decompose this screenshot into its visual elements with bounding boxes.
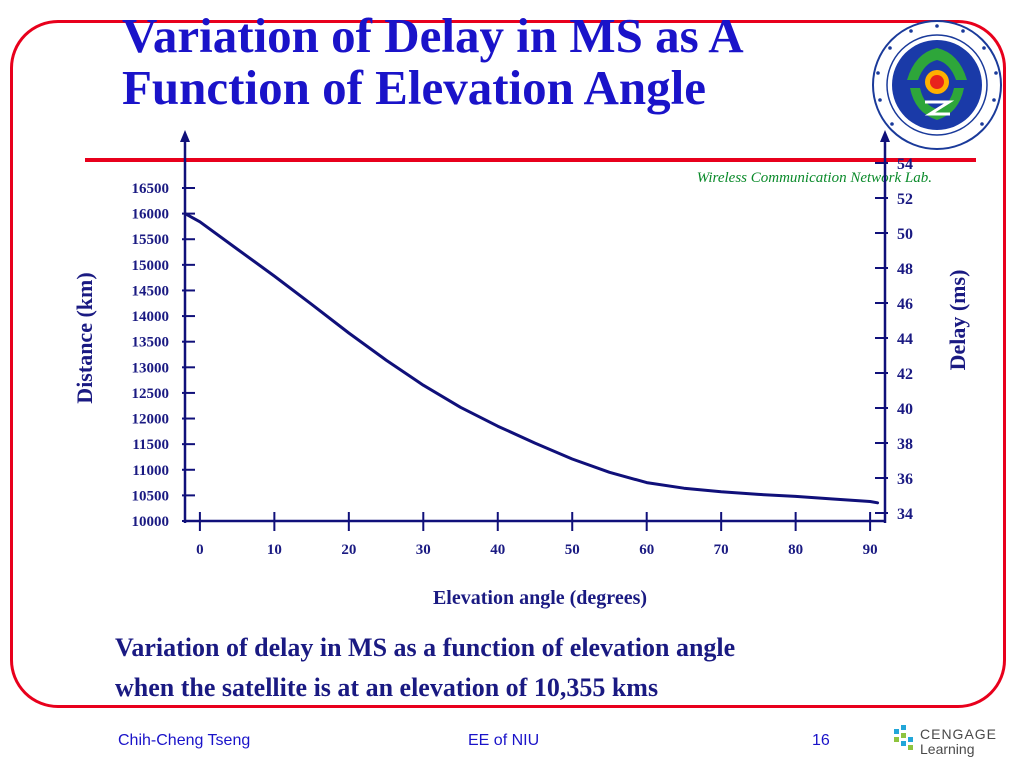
- y2-axis-title: Delay (ms): [945, 270, 970, 371]
- cengage-sub: Learning: [920, 741, 975, 757]
- caption-line-1: Variation of delay in MS as a function o…: [115, 633, 736, 662]
- cengage-logo: CENGAGE Learning: [894, 725, 997, 757]
- slide-frame: [10, 20, 1006, 708]
- y2-tick-label: 36: [897, 471, 913, 488]
- y-tick-label: 11000: [132, 463, 169, 479]
- left-axis-arrow: [180, 130, 190, 142]
- y2-tick-label: 46: [897, 296, 913, 313]
- university-seal-icon: [872, 20, 1002, 150]
- slide-caption: Variation of delay in MS as a function o…: [115, 628, 735, 708]
- cengage-name: CENGAGE: [920, 726, 997, 742]
- slide-title: Variation of Delay in MS as A Function o…: [122, 10, 744, 114]
- x-tick-label: 40: [490, 542, 505, 558]
- y-tick-label: 12500: [132, 386, 170, 402]
- footer-author: Chih-Cheng Tseng: [118, 732, 251, 749]
- x-axis-title: Elevation angle (degrees): [433, 587, 647, 609]
- title-line-2: Function of Elevation Angle: [122, 60, 706, 115]
- y-tick-label: 11500: [132, 437, 169, 453]
- caption-line-2: when the satellite is at an elevation of…: [115, 673, 659, 702]
- x-tick-label: 30: [416, 542, 431, 558]
- y-tick-label: 15000: [132, 258, 170, 274]
- x-tick-label: 10: [267, 542, 282, 558]
- chart-series: [183, 212, 880, 505]
- footer-page-number: 16: [812, 732, 830, 749]
- x-tick-label: 20: [341, 542, 356, 558]
- footer-org: EE of NIU: [468, 732, 540, 749]
- chart-labels: 1000010500110001150012000125001300013500…: [72, 156, 970, 609]
- y-tick-label: 14500: [132, 283, 170, 299]
- y2-tick-label: 42: [897, 366, 913, 383]
- lab-name: Wireless Communication Network Lab.: [696, 170, 932, 186]
- y-tick-label: 16500: [132, 181, 170, 197]
- y2-tick-label: 54: [897, 156, 913, 173]
- y-tick-label: 10000: [132, 514, 170, 530]
- right-axis-arrow: [880, 130, 890, 142]
- x-tick-label: 60: [639, 542, 654, 558]
- y-tick-label: 15500: [132, 232, 170, 248]
- y-axis-title: Distance (km): [72, 272, 97, 403]
- y2-tick-label: 50: [897, 226, 913, 243]
- y-tick-label: 14000: [132, 309, 170, 325]
- y2-tick-label: 38: [897, 436, 913, 453]
- y2-tick-label: 34: [897, 506, 913, 523]
- x-tick-label: 70: [714, 542, 729, 558]
- x-tick-label: 90: [863, 542, 878, 558]
- y-tick-label: 13500: [132, 335, 170, 351]
- x-tick-label: 50: [565, 542, 580, 558]
- series-line-0: [183, 212, 880, 505]
- x-tick-label: 0: [196, 542, 204, 558]
- y-tick-label: 12000: [132, 412, 170, 428]
- y2-tick-label: 48: [897, 261, 913, 278]
- title-divider: [85, 158, 976, 162]
- x-tick-label: 80: [788, 542, 803, 558]
- y2-tick-label: 40: [897, 401, 913, 418]
- y-tick-label: 13000: [132, 360, 170, 376]
- y2-tick-label: 44: [897, 331, 913, 348]
- y-tick-label: 10500: [132, 488, 170, 504]
- y-tick-label: 16000: [132, 207, 170, 223]
- cengage-mark-icon: [894, 725, 913, 750]
- title-line-1: Variation of Delay in MS as A: [122, 8, 744, 63]
- chart-axes: [180, 130, 890, 531]
- y2-tick-label: 52: [897, 191, 913, 208]
